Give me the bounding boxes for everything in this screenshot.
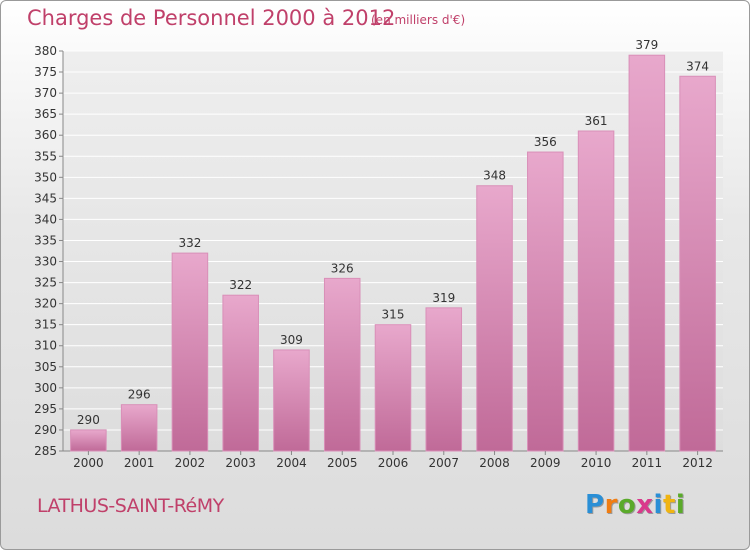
- bar-value-label: 296: [128, 388, 151, 402]
- bar-value-label: 319: [432, 291, 455, 305]
- bar: [70, 429, 107, 452]
- logo-letter: i: [653, 490, 663, 520]
- y-tick-label: 365: [34, 107, 57, 121]
- y-tick-label: 290: [34, 423, 57, 437]
- x-tick-label: 2002: [175, 456, 206, 470]
- commune-name: LATHUS-SAINT-RéMY: [37, 495, 224, 517]
- y-tick-label: 300: [34, 381, 57, 395]
- x-tick-label: 2000: [73, 456, 104, 470]
- x-tick-label: 2006: [378, 456, 409, 470]
- y-tick-label: 285: [34, 444, 57, 458]
- y-tick-label: 315: [34, 318, 57, 332]
- bar: [222, 294, 259, 452]
- bar: [679, 75, 716, 452]
- logo-letter: t: [662, 490, 676, 520]
- y-tick-label: 355: [34, 149, 57, 163]
- y-tick-label: 340: [34, 212, 57, 226]
- logo-letter: i: [675, 490, 686, 520]
- bar: [120, 404, 158, 452]
- bar: [323, 277, 361, 452]
- y-tick-label: 350: [34, 170, 57, 184]
- y-tick-label: 345: [34, 191, 57, 205]
- x-tick-label: 2003: [225, 456, 256, 470]
- bar: [476, 185, 513, 452]
- bar-value-label: 374: [686, 59, 709, 73]
- bar-value-label: 290: [77, 413, 100, 427]
- x-tick-label: 2004: [276, 456, 307, 470]
- bar: [425, 307, 463, 452]
- bar-value-label: 326: [331, 261, 354, 275]
- bar-value-label: 315: [382, 308, 405, 322]
- bar: [628, 54, 666, 452]
- y-tick-label: 360: [34, 128, 57, 142]
- bar-value-label: 356: [534, 135, 557, 149]
- x-tick-label: 2010: [581, 456, 612, 470]
- bar-value-label: 309: [280, 333, 303, 347]
- y-tick-label: 325: [34, 276, 57, 290]
- chart-title: Charges de Personnel 2000 à 2012: [27, 6, 396, 30]
- bar-value-label: 348: [483, 169, 506, 183]
- y-tick-label: 370: [34, 86, 57, 100]
- x-tick-label: 2012: [682, 456, 713, 470]
- y-tick-label: 380: [34, 44, 57, 58]
- x-tick-label: 2008: [479, 456, 510, 470]
- x-tick-label: 2009: [530, 456, 561, 470]
- y-tick-label: 310: [34, 339, 57, 353]
- logo-letter: x: [636, 490, 654, 520]
- bar: [527, 151, 564, 452]
- logo-letter: r: [604, 490, 618, 520]
- bar: [577, 130, 615, 452]
- y-tick-label: 330: [34, 255, 57, 269]
- x-tick-label: 2005: [327, 456, 358, 470]
- bar: [171, 252, 209, 452]
- proxiti-logo: Proxiti: [585, 490, 685, 520]
- y-tick-label: 375: [34, 65, 57, 79]
- x-tick-label: 2007: [428, 456, 459, 470]
- logo-letter: o: [617, 490, 637, 520]
- y-tick-label: 305: [34, 360, 57, 374]
- logo-letter: P: [585, 490, 605, 520]
- y-tick-label: 335: [34, 233, 57, 247]
- bar-value-label: 322: [229, 278, 252, 292]
- bar-value-label: 361: [585, 114, 608, 128]
- x-tick-label: 2001: [124, 456, 155, 470]
- y-tick-label: 295: [34, 402, 57, 416]
- chart-unit: (en milliers d'€): [371, 13, 466, 27]
- x-tick-label: 2011: [632, 456, 663, 470]
- bar: [374, 324, 412, 452]
- bar-value-label: 379: [635, 38, 658, 52]
- bar: [273, 349, 310, 452]
- bar-value-label: 332: [178, 236, 201, 250]
- y-tick-label: 320: [34, 297, 57, 311]
